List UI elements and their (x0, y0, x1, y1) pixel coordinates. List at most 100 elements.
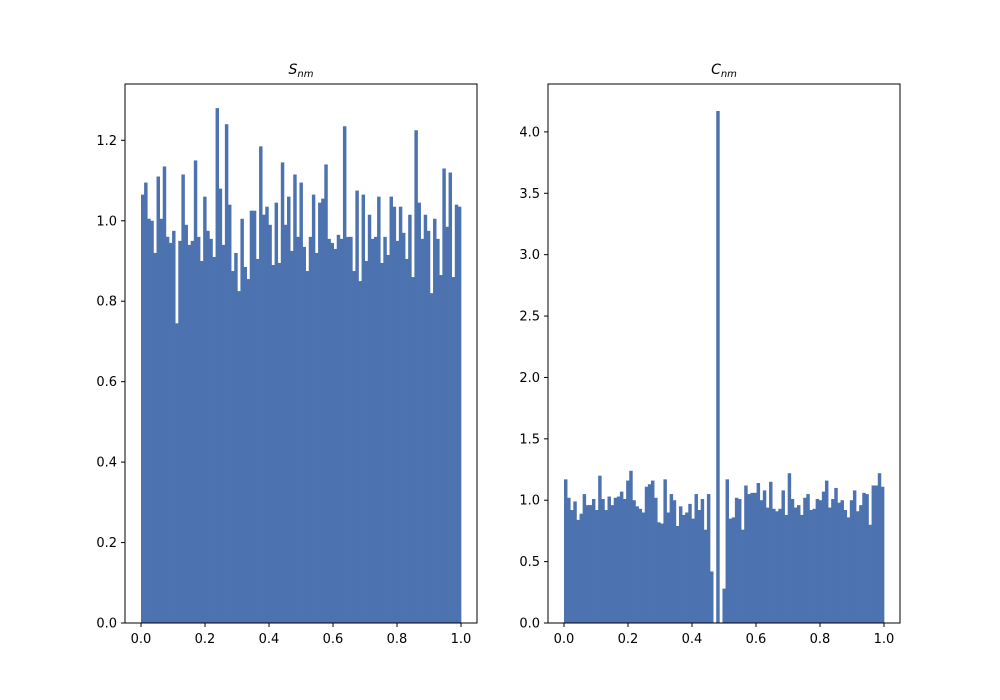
histogram-bar (793, 507, 798, 623)
y-tick-label: 2.0 (519, 371, 540, 386)
histogram-bar (327, 238, 331, 624)
histogram-bar (635, 506, 639, 623)
histogram-bar (401, 232, 406, 623)
histogram-bar (828, 507, 832, 623)
histogram-bar (678, 506, 683, 623)
histogram-bar (342, 126, 347, 624)
histogram-bar (744, 485, 748, 623)
histogram-bar (333, 248, 338, 624)
y-tick-label: 3.0 (519, 248, 540, 263)
histogram-bar (159, 218, 164, 623)
histogram-bar (374, 236, 378, 623)
histogram-bar (865, 494, 869, 623)
histogram-bar (457, 206, 462, 623)
histogram-bar (439, 275, 443, 623)
histogram-bar (666, 512, 670, 623)
histogram-bar (200, 260, 204, 623)
histogram-bar (181, 174, 185, 623)
histogram-bar (389, 196, 393, 623)
y-tick-label: 1.2 (96, 134, 117, 149)
histogram-bar (769, 481, 773, 623)
axes-frame (124, 83, 478, 624)
histogram-bar (852, 490, 857, 623)
histogram-bar (398, 206, 403, 623)
histogram-bar (246, 279, 251, 623)
histogram-bar (815, 498, 820, 623)
histogram-bar (144, 182, 148, 624)
histogram-bar (682, 514, 686, 623)
histogram-bar (454, 204, 459, 624)
histogram-bar (753, 492, 757, 623)
histogram-bar (573, 501, 577, 623)
histogram-bar (355, 190, 359, 623)
x-tick-label: 0.2 (618, 632, 639, 647)
histogram-bar (311, 194, 316, 623)
histogram-bar (638, 508, 643, 623)
y-tick-label: 1.5 (519, 432, 540, 447)
y-tick-label: 3.5 (519, 187, 540, 202)
histogram-bar (610, 505, 615, 623)
histogram-bar (663, 479, 667, 623)
x-tick-label: 0.0 (554, 632, 575, 647)
histogram-bar (280, 162, 285, 623)
histogram-bar (426, 230, 431, 623)
histogram-bar (237, 291, 241, 623)
histogram-bar (868, 524, 872, 623)
histogram-bar (299, 182, 303, 624)
histogram-bar (800, 514, 804, 623)
histogram-bar (706, 494, 711, 623)
histogram-bar (880, 486, 885, 623)
histogram-bar (616, 496, 621, 623)
x-tick-label: 0.2 (195, 632, 216, 647)
x-tick-label: 0.8 (387, 632, 408, 647)
histogram-bar (252, 210, 257, 623)
histogram-bar (414, 130, 418, 623)
histogram-bar (846, 517, 851, 623)
histogram-bar (862, 492, 866, 623)
histogram-bar (405, 258, 409, 623)
histogram-bar (629, 470, 633, 623)
x-tick-label: 0.8 (810, 632, 831, 647)
histogram-bar (759, 500, 764, 623)
histogram-bar (859, 505, 863, 623)
histogram-bar (691, 518, 695, 623)
histogram-bar (747, 494, 751, 623)
histogram-bar (877, 473, 882, 623)
histogram-bar (212, 256, 216, 623)
histogram-bar (293, 174, 297, 623)
histogram-bar (672, 500, 677, 623)
histogram-bar (874, 485, 879, 623)
histogram-bar (429, 293, 434, 623)
histogram-bar (352, 271, 356, 623)
histogram-bar (262, 214, 266, 624)
histogram-bar (787, 473, 792, 623)
histogram-bar (685, 512, 689, 623)
histogram-bar (318, 202, 322, 623)
histogram-bar (762, 490, 767, 623)
histogram-bar (694, 494, 698, 623)
y-tick-label: 0.0 (519, 617, 540, 632)
histogram-bar (411, 277, 415, 623)
histogram-bar (346, 236, 350, 623)
histogram-bar (321, 198, 325, 623)
histogram-bar (308, 236, 313, 623)
histogram-bar (591, 498, 596, 623)
histogram-bar (657, 522, 661, 623)
histogram-bar (619, 491, 624, 623)
histogram-bar (772, 508, 776, 623)
histogram-bar (722, 588, 726, 623)
histogram-bar (277, 263, 282, 623)
histogram-bar (187, 244, 192, 623)
histogram-bar (156, 176, 160, 623)
histogram-bar (585, 505, 590, 623)
histogram-bar (305, 271, 310, 623)
histogram-bar (750, 492, 754, 623)
histogram-bar (367, 214, 372, 624)
histogram-bar (330, 242, 334, 623)
histogram-bar (442, 168, 446, 623)
histogram-bar (358, 281, 362, 623)
histogram-bar (287, 196, 291, 623)
histogram-bar (203, 196, 207, 623)
histogram-bar (190, 240, 195, 623)
histogram-bar (274, 202, 279, 623)
